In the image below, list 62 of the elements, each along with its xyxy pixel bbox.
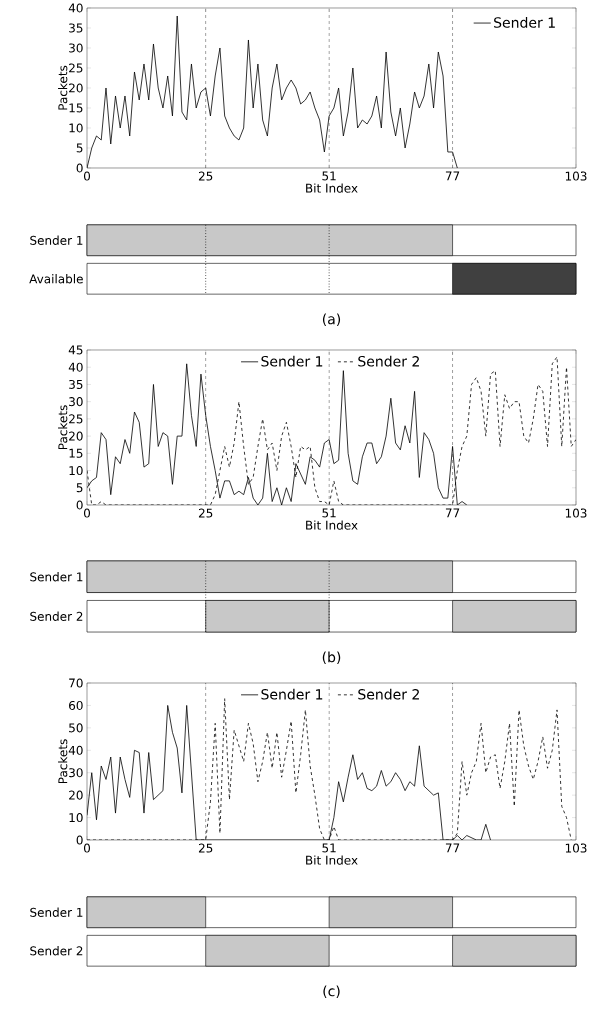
y-axis-title: Packets: [58, 405, 68, 450]
y-tick-label: 15: [69, 103, 83, 113]
y-axis-title: Packets: [58, 739, 68, 784]
y-tick-label: 30: [69, 768, 83, 778]
y-tick-label: 50: [69, 723, 83, 733]
x-tick-label: 103: [565, 843, 587, 853]
y-tick-label: 20: [69, 790, 83, 800]
x-tick-label: 77: [445, 843, 460, 853]
y-tick-label: 20: [69, 83, 83, 93]
y-tick-label: 25: [69, 414, 83, 424]
x-tick-label: 103: [565, 171, 587, 181]
x-tick-label: 0: [83, 171, 91, 181]
x-tick-label: 0: [83, 508, 91, 518]
y-tick-label: 40: [68, 745, 83, 755]
x-tick-label: 25: [198, 508, 213, 518]
legend-label: Sender 1: [494, 16, 555, 28]
x-axis-title: Bit Index: [306, 855, 358, 865]
y-tick-label: 60: [69, 700, 83, 710]
y-tick-label: 25: [69, 63, 83, 73]
y-tick-label: 45: [68, 345, 83, 355]
x-tick-label: 51: [322, 508, 336, 518]
y-tick-label: Sender 2: [30, 946, 83, 956]
y-tick-label: Sender 1: [30, 572, 83, 582]
y-tick-label: 30: [69, 43, 83, 53]
y-tick-label: 40: [68, 3, 83, 13]
y-tick-label: 35: [69, 23, 83, 33]
y-tick-label: 10: [69, 466, 83, 476]
text: (c): [323, 985, 340, 999]
y-tick-label: 15: [69, 448, 83, 458]
x-tick-label: 77: [445, 508, 460, 518]
x-tick-label: 51: [322, 843, 336, 853]
legend-label: Sender 1: [261, 355, 323, 367]
y-tick-label: Sender 1: [30, 235, 83, 245]
y-tick-label: 10: [69, 813, 83, 823]
legend-label: Sender 1: [261, 688, 323, 700]
y-tick-label: 20: [69, 431, 83, 441]
y-tick-label: 5: [76, 483, 83, 493]
y-tick-label: 40: [68, 362, 83, 372]
x-tick-label: 51: [322, 171, 336, 181]
text: (b): [322, 651, 341, 665]
y-tick-label: 0: [76, 163, 83, 173]
y-tick-label: 0: [76, 835, 83, 845]
y-tick-label: Sender 1: [30, 907, 83, 917]
legend-label: Sender 2: [358, 355, 419, 367]
x-tick-label: 77: [445, 171, 460, 181]
x-axis-title: Bit Index: [306, 183, 358, 193]
y-tick-label: 10: [69, 123, 83, 133]
y-tick-label: 70: [69, 678, 83, 688]
y-axis-title: Packets: [58, 65, 68, 110]
y-tick-label: 30: [69, 397, 83, 407]
y-tick-label: Available: [29, 274, 83, 284]
x-tick-label: 0: [83, 843, 91, 853]
x-tick-label: 25: [198, 171, 213, 181]
y-tick-label: 35: [69, 379, 83, 389]
x-tick-label: 103: [565, 508, 587, 518]
y-tick-label: Sender 2: [30, 611, 83, 621]
x-axis-title: Bit Index: [306, 520, 358, 530]
y-tick-label: 5: [76, 143, 83, 153]
x-tick-label: 25: [198, 843, 213, 853]
legend-label: Sender 2: [358, 688, 419, 700]
y-tick-label: 0: [76, 500, 83, 510]
text: (a): [322, 313, 341, 326]
